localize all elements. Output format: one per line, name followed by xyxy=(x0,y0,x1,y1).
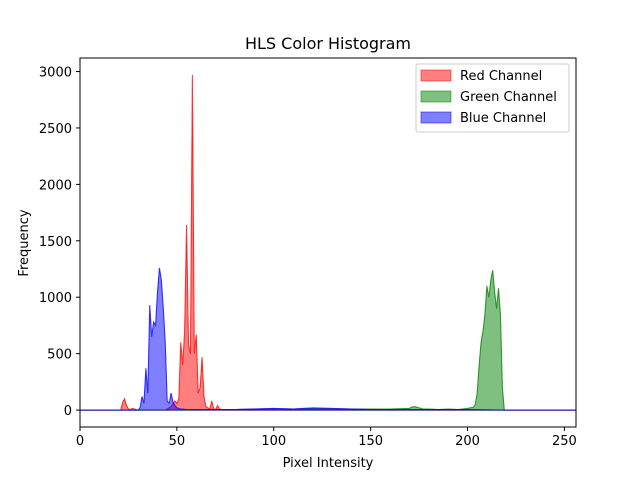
x-tick-label: 200 xyxy=(455,434,480,449)
y-tick-label: 3000 xyxy=(39,66,72,81)
x-tick-label: 250 xyxy=(552,434,577,449)
y-tick-label: 500 xyxy=(47,348,72,363)
y-tick-label: 2000 xyxy=(39,178,72,193)
legend-label-green-channel: Green Channel xyxy=(460,90,557,105)
y-tick-label: 0 xyxy=(64,404,72,419)
x-tick-label: 50 xyxy=(169,434,186,449)
axes-frame xyxy=(79,57,577,428)
legend-label-red-channel: Red Channel xyxy=(460,69,542,84)
legend-swatch-red-channel xyxy=(420,69,452,82)
legend: Red Channel Green Channel Blue Channel xyxy=(415,63,570,133)
x-tick-label: 100 xyxy=(261,434,286,449)
blue-channel-line xyxy=(80,267,576,411)
chart-title: HLS Color Histogram xyxy=(245,34,411,53)
plot-area xyxy=(80,74,576,411)
y-tick-label: 1000 xyxy=(39,291,72,306)
y-tick-label: 1500 xyxy=(39,235,72,250)
y-axis: 0 500 1000 1500 2000 2500 3000 xyxy=(39,66,80,419)
x-axis-label: Pixel Intensity xyxy=(283,456,374,471)
y-tick-label: 2500 xyxy=(39,122,72,137)
x-axis: 0 50 100 150 200 250 xyxy=(76,427,577,449)
legend-box xyxy=(415,63,570,133)
legend-swatch-green-channel xyxy=(420,90,452,103)
x-tick-label: 0 xyxy=(76,434,84,449)
green-channel-line xyxy=(80,270,576,411)
y-axis-label: Frequency xyxy=(17,209,32,276)
legend-label-blue-channel: Blue Channel xyxy=(460,111,546,126)
x-tick-label: 150 xyxy=(358,434,383,449)
red-channel-line xyxy=(80,74,576,411)
legend-swatch-blue-channel xyxy=(420,111,452,124)
